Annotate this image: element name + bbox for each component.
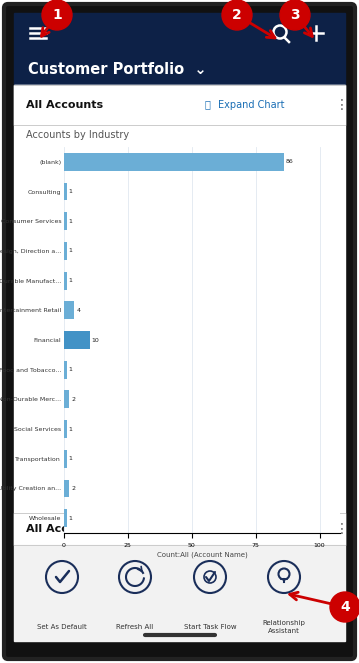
Text: 1: 1 xyxy=(69,189,73,194)
Text: 1: 1 xyxy=(52,8,62,22)
X-axis label: Count:All (Account Name): Count:All (Account Name) xyxy=(157,552,247,558)
Text: 1: 1 xyxy=(69,249,73,253)
Bar xyxy=(64,153,284,171)
Bar xyxy=(14,513,345,545)
Text: 3: 3 xyxy=(290,8,300,22)
Text: ⬜: ⬜ xyxy=(205,99,211,109)
Text: ⬜: ⬜ xyxy=(205,523,211,533)
Bar xyxy=(64,450,66,467)
Bar xyxy=(64,509,66,527)
Text: Customer Portfolio  ⌄: Customer Portfolio ⌄ xyxy=(28,62,207,76)
Text: 2: 2 xyxy=(232,8,242,22)
Text: 86: 86 xyxy=(286,159,294,164)
Text: Start Task Flow: Start Task Flow xyxy=(184,624,236,630)
Text: Relationship
Assistant: Relationship Assistant xyxy=(262,621,306,634)
Text: 1: 1 xyxy=(69,456,73,461)
Bar xyxy=(64,331,89,349)
Text: 1: 1 xyxy=(69,516,73,520)
Circle shape xyxy=(222,0,252,30)
Bar xyxy=(64,212,66,230)
Text: Refresh All: Refresh All xyxy=(116,624,154,630)
Text: Expand Chart: Expand Chart xyxy=(218,100,284,110)
Bar xyxy=(14,13,345,53)
Text: 1: 1 xyxy=(69,426,73,432)
Bar xyxy=(14,545,345,641)
Bar xyxy=(14,53,345,85)
Bar xyxy=(64,182,66,200)
Text: 2: 2 xyxy=(71,397,75,402)
Circle shape xyxy=(280,0,310,30)
Bar xyxy=(64,361,66,379)
Text: 1: 1 xyxy=(69,278,73,283)
FancyBboxPatch shape xyxy=(4,4,355,659)
Text: Accounts by Industry: Accounts by Industry xyxy=(26,130,129,140)
Text: All Accounts: All Accounts xyxy=(26,100,103,110)
Bar xyxy=(64,479,69,497)
Text: 1: 1 xyxy=(69,219,73,223)
Circle shape xyxy=(42,0,72,30)
Bar xyxy=(64,242,66,260)
Circle shape xyxy=(330,592,359,622)
Text: ⋮: ⋮ xyxy=(335,98,349,112)
Bar xyxy=(64,272,66,290)
Text: Expand Chart: Expand Chart xyxy=(218,524,284,534)
Bar xyxy=(64,391,69,408)
Text: 10: 10 xyxy=(92,337,99,343)
Bar xyxy=(14,85,345,545)
Bar xyxy=(64,302,74,319)
Text: 2: 2 xyxy=(71,486,75,491)
Bar xyxy=(14,85,345,125)
Bar xyxy=(64,420,66,438)
Text: 4: 4 xyxy=(76,308,80,313)
Text: All Accounts: All Accounts xyxy=(26,524,103,534)
Text: 1: 1 xyxy=(69,367,73,372)
Text: 4: 4 xyxy=(340,600,350,614)
Text: Set As Default: Set As Default xyxy=(37,624,87,630)
Text: ⋮: ⋮ xyxy=(335,522,349,536)
